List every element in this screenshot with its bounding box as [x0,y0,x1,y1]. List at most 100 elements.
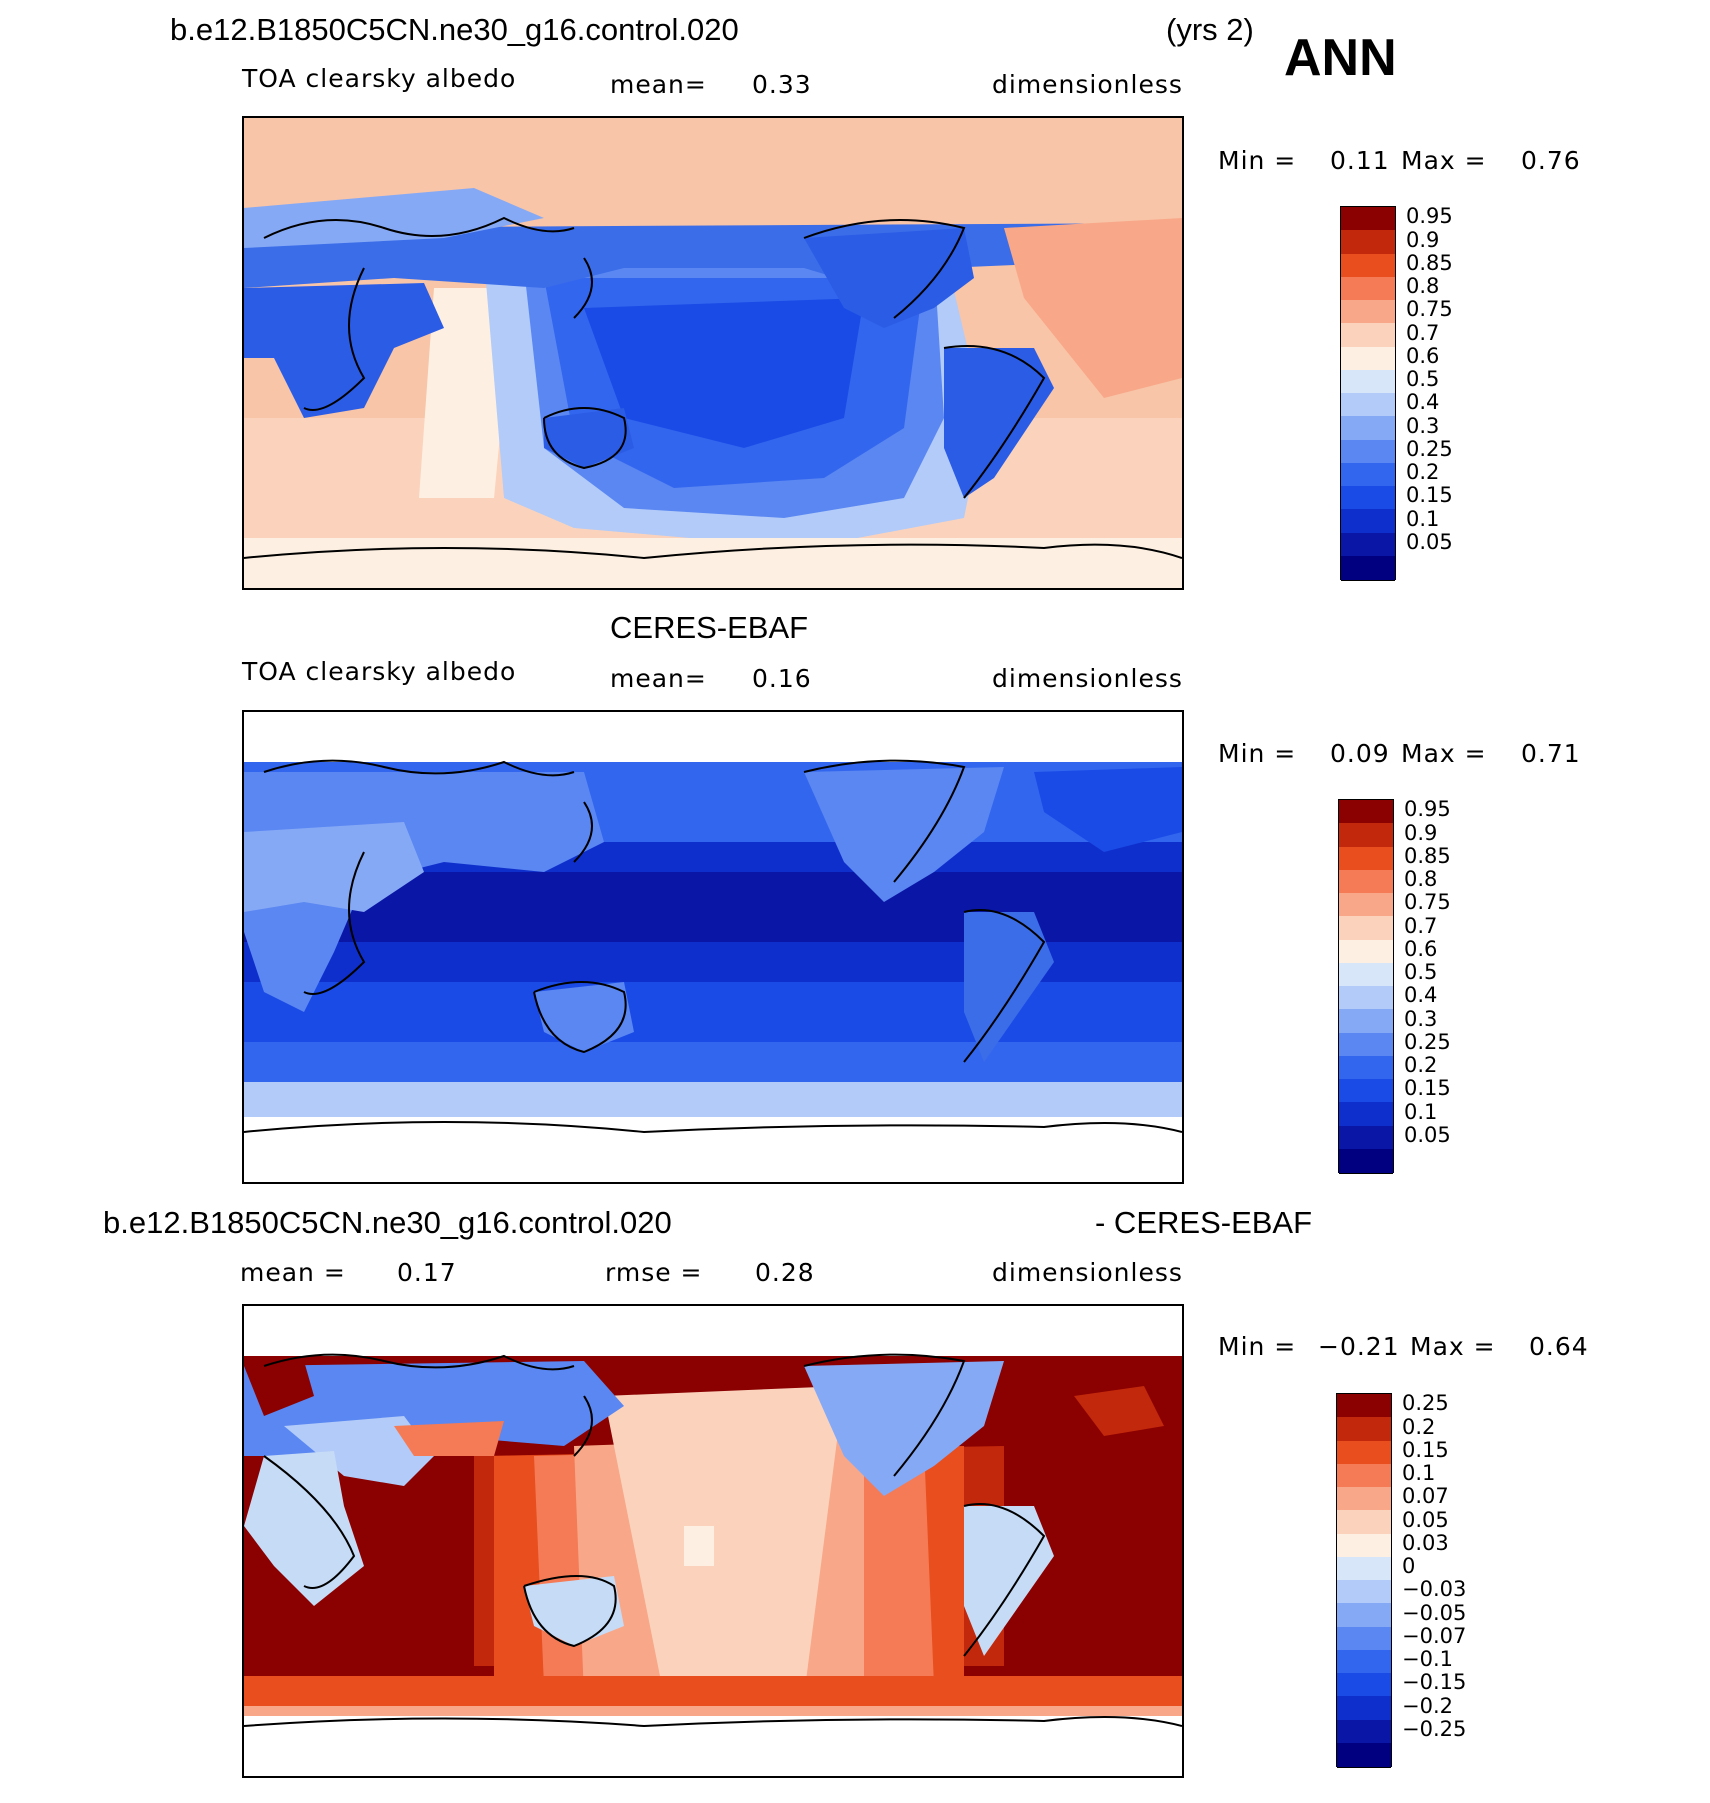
panel1-mean-value: 0.33 [752,70,812,99]
colorbar-tick-label: 0.15 [1402,1437,1449,1462]
panel2-title: CERES-EBAF [610,610,809,645]
colorbar-tick-label: 0.05 [1406,529,1453,554]
colorbar-box [1337,1417,1391,1442]
panel1-variable: TOA clearsky albedo [242,64,517,93]
colorbar-box [1339,1148,1393,1174]
colorbar-tick-label: 0.9 [1406,227,1440,252]
colorbar-box [1339,823,1393,848]
colorbar-box [1341,207,1395,232]
panel1-units: dimensionless [992,70,1183,99]
panel3-min-value: −0.21 [1318,1332,1400,1361]
colorbar-box [1341,323,1395,348]
colorbar-tick-label: −0.25 [1402,1716,1467,1741]
colorbar-tick-label: 0.2 [1406,460,1440,484]
panel3-max-label: Max = [1410,1332,1496,1361]
colorbar-box [1339,986,1393,1011]
colorbar-tick-label: −0.07 [1402,1623,1467,1648]
panel3-title-right: - CERES-EBAF [1095,1205,1313,1240]
colorbar-tick-label: 0.7 [1406,320,1440,345]
colorbar-box [1341,300,1395,325]
colorbar-tick-label: 0.4 [1404,983,1438,1008]
colorbar-tick-label: 0.1 [1406,506,1440,531]
colorbar-tick-label: 0.25 [1404,1029,1451,1054]
panel1-map [242,116,1184,590]
panel1-max-value: 0.76 [1521,146,1581,175]
colorbar-box [1339,1079,1393,1104]
colorbar-box [1341,462,1395,488]
colorbar-tick-label: 0.85 [1406,250,1453,275]
case-title: b.e12.B1850C5CN.ne30_g16.control.020 [170,12,739,47]
colorbar-box [1339,1055,1393,1081]
colorbar-tick-label: 0.25 [1406,436,1453,461]
colorbar-tick-label: −0.1 [1402,1647,1453,1671]
colorbar-box [1339,800,1393,825]
colorbar-box [1341,532,1395,558]
panel3-map-svg [244,1306,1182,1776]
colorbar-box [1339,869,1393,895]
panel1-mean-label: mean= [610,70,707,99]
colorbar-box [1337,1626,1391,1652]
colorbar-box [1339,893,1393,918]
colorbar-tick-label: 0.15 [1404,1076,1451,1101]
panel2-mean-label: mean= [610,664,707,693]
colorbar-box [1337,1580,1391,1605]
colorbar-tick-label: 0.8 [1404,867,1438,891]
colorbar-box [1341,230,1395,255]
panel3-mean-label: mean = [240,1258,346,1287]
colorbar-box [1337,1394,1391,1419]
colorbar-tick-label: 0.8 [1406,274,1440,298]
colorbar-tick-label: 0.75 [1404,890,1451,915]
panel1-min-label: Min = [1218,146,1297,175]
colorbar-box [1339,916,1393,941]
colorbar-tick-label: 0.3 [1404,1006,1438,1031]
colorbar-box [1337,1649,1391,1675]
colorbar-tick-label: 0.85 [1404,843,1451,868]
colorbar-box [1341,416,1395,441]
colorbar-box [1337,1742,1391,1768]
panel2-colorbar [1338,799,1394,1174]
colorbar-box [1341,439,1395,465]
colorbar-box [1339,939,1393,965]
colorbar-tick-label: 0.5 [1406,367,1440,391]
panel3-rmse-label: rmse = [605,1258,703,1287]
colorbar-tick-label: 0.25 [1402,1391,1449,1416]
years-label: (yrs 2) [1166,12,1254,47]
panel3-mean-value: 0.17 [397,1258,457,1287]
panel3-min-label: Min = [1218,1332,1297,1361]
colorbar-tick-label: 0.2 [1404,1053,1438,1077]
colorbar-box [1337,1556,1391,1582]
colorbar-tick-label: 0.15 [1406,483,1453,508]
colorbar-box [1337,1510,1391,1535]
colorbar-box [1337,1673,1391,1698]
colorbar-box [1337,1719,1391,1745]
colorbar-tick-label: 0.3 [1406,413,1440,438]
colorbar-tick-label: −0.15 [1402,1670,1467,1695]
colorbar-box [1337,1440,1391,1466]
colorbar-box [1341,253,1395,279]
colorbar-tick-label: 0.05 [1404,1122,1451,1147]
colorbar-tick-label: 0.7 [1404,913,1438,938]
colorbar-box [1341,555,1395,581]
colorbar-box [1341,276,1395,302]
panel3-title-left: b.e12.B1850C5CN.ne30_g16.control.020 [103,1205,672,1240]
colorbar-tick-label: −0.05 [1402,1600,1467,1625]
panel2-mean-value: 0.16 [752,664,812,693]
colorbar-tick-label: 0.95 [1404,797,1451,822]
panel2-max-label: Max = [1401,739,1487,768]
panel3-map [242,1304,1184,1778]
colorbar-box [1341,393,1395,418]
colorbar-box [1337,1533,1391,1559]
colorbar-tick-label: 0.9 [1404,820,1438,845]
colorbar-tick-label: 0.07 [1402,1484,1449,1509]
panel2-variable: TOA clearsky albedo [242,657,517,686]
panel1-max-label: Max = [1401,146,1487,175]
colorbar-tick-label: 0.95 [1406,204,1453,229]
colorbar-box [1341,486,1395,511]
panel3-units: dimensionless [992,1258,1183,1287]
colorbar-tick-label: 0.1 [1402,1461,1436,1485]
panel2-map-svg [244,712,1182,1182]
colorbar-box [1337,1463,1391,1489]
colorbar-tick-label: −0.2 [1402,1693,1453,1718]
panel3-rmse-value: 0.28 [755,1258,815,1287]
colorbar-box [1339,1125,1393,1151]
